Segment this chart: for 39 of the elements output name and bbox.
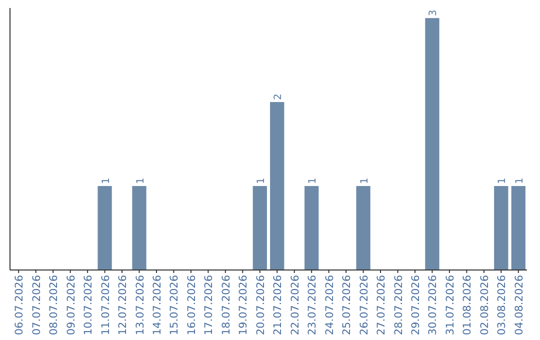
x-tick-label: 23.07.2026: [306, 274, 319, 336]
x-tick-label: 31.07.2026: [444, 274, 456, 336]
x-tick-label: 28.07.2026: [392, 274, 405, 336]
x-tick-label: 07.07.2026: [30, 274, 43, 336]
data-label: 1: [497, 178, 508, 184]
x-tick-label: 21.07.2026: [272, 274, 284, 336]
x-tick-label: 11.07.2026: [100, 274, 112, 336]
x-tick-label: 13.07.2026: [134, 274, 146, 336]
x-tick-label: 15.07.2026: [168, 274, 181, 336]
x-tick-label: 10.07.2026: [82, 274, 95, 336]
x-tick-label: 17.07.2026: [203, 274, 216, 336]
x-tick-label: 25.07.2026: [341, 274, 354, 336]
x-tick-label: 30.07.2026: [427, 274, 440, 336]
x-tick-label: 12.07.2026: [117, 274, 130, 336]
data-label: 3: [428, 10, 440, 16]
x-tick-label: 19.07.2026: [238, 274, 250, 336]
x-tick-label: 18.07.2026: [220, 274, 232, 336]
x-tick-label: 01.08.2026: [462, 274, 474, 336]
x-tick-label: 22.07.2026: [289, 274, 302, 336]
x-tick-label: 29.07.2026: [410, 274, 422, 336]
x-tick-label: 27.07.2026: [376, 274, 388, 336]
x-tick-label: 16.07.2026: [186, 274, 198, 336]
data-label: 1: [256, 178, 267, 184]
x-tick-label: 14.07.2026: [151, 274, 164, 336]
x-tick-label: 02.08.2026: [478, 274, 491, 336]
data-label: 1: [359, 178, 370, 184]
data-label: 2: [273, 94, 284, 100]
x-tick-label: 09.07.2026: [65, 274, 78, 336]
x-tick-label: 06.07.2026: [14, 274, 26, 336]
x-tick-label: 08.07.2026: [48, 274, 60, 336]
x-tick-label: 03.08.2026: [496, 274, 508, 336]
x-tick-label: 20.07.2026: [254, 274, 267, 336]
x-tick-label: 26.07.2026: [358, 274, 370, 336]
x-tick-label: 04.08.2026: [513, 274, 526, 336]
data-label: 1: [100, 178, 112, 184]
data-label: 1: [514, 178, 526, 184]
data-label: 1: [308, 178, 319, 184]
data-label: 1: [135, 178, 146, 184]
x-tick-label: 24.07.2026: [324, 274, 336, 336]
